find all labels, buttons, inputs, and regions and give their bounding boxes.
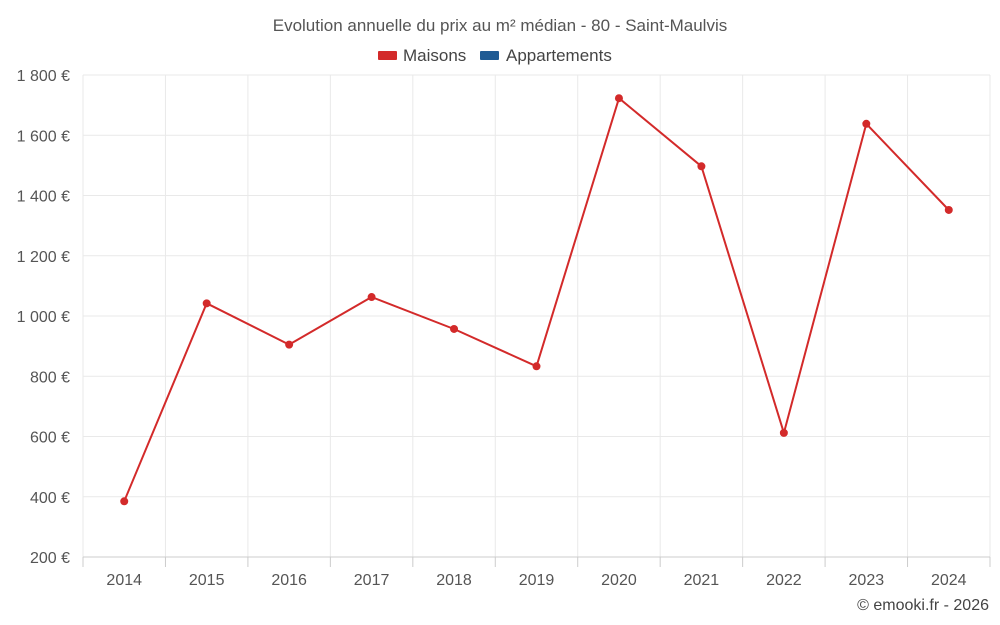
data-point-maisons-2014[interactable] — [120, 497, 129, 506]
data-point-maisons-2021[interactable] — [697, 162, 706, 171]
x-tick-label: 2022 — [766, 572, 802, 589]
credit-text: © emooki.fr - 2026 — [857, 597, 989, 614]
data-point-maisons-2018[interactable] — [450, 324, 459, 333]
legend-swatch-maisons — [378, 51, 397, 60]
y-tick-label: 1 400 € — [17, 189, 70, 206]
y-tick-label: 1 600 € — [17, 128, 70, 145]
legend-label-appartements[interactable]: Appartements — [506, 46, 612, 65]
y-tick-label: 600 € — [30, 430, 70, 447]
data-point-maisons-2016[interactable] — [285, 340, 294, 349]
y-tick-label: 200 € — [30, 550, 70, 567]
y-tick-label: 1 200 € — [17, 249, 70, 266]
x-tick-label: 2017 — [354, 572, 390, 589]
x-tick-label: 2015 — [189, 572, 225, 589]
data-point-maisons-2022[interactable] — [779, 428, 788, 437]
y-tick-label: 800 € — [30, 369, 70, 386]
data-point-maisons-2015[interactable] — [202, 299, 211, 308]
x-tick-label: 2016 — [271, 572, 307, 589]
x-tick-label: 2014 — [106, 572, 142, 589]
x-tick-label: 2020 — [601, 572, 637, 589]
legend-label-maisons[interactable]: Maisons — [403, 46, 466, 65]
legend-swatch-appartements — [480, 51, 499, 60]
x-tick-label: 2024 — [931, 572, 967, 589]
x-tick-label: 2021 — [684, 572, 720, 589]
data-point-maisons-2019[interactable] — [532, 362, 541, 371]
data-point-maisons-2024[interactable] — [944, 205, 953, 214]
y-tick-label: 1 800 € — [17, 68, 70, 85]
series-maisons — [120, 94, 953, 506]
y-tick-label: 1 000 € — [17, 309, 70, 326]
data-point-maisons-2020[interactable] — [614, 94, 623, 103]
y-tick-label: 400 € — [30, 490, 70, 507]
data-point-maisons-2023[interactable] — [862, 119, 871, 128]
x-tick-label: 2019 — [519, 572, 555, 589]
chart-title: Evolution annuelle du prix au m² médian … — [273, 16, 728, 35]
legend: Maisons Appartements — [378, 46, 612, 65]
y-axis: 200 € 400 € 600 € 800 € 1 000 € 1 200 € 1 400 … — [17, 68, 70, 567]
x-axis: 2014 2015 2016 2017 2018 2019 2020 2021 2022 2023… — [82, 556, 991, 589]
data-point-maisons-2017[interactable] — [367, 293, 376, 302]
x-tick-label: 2023 — [849, 572, 885, 589]
grid — [82, 74, 991, 557]
x-tick-label: 2018 — [436, 572, 472, 589]
